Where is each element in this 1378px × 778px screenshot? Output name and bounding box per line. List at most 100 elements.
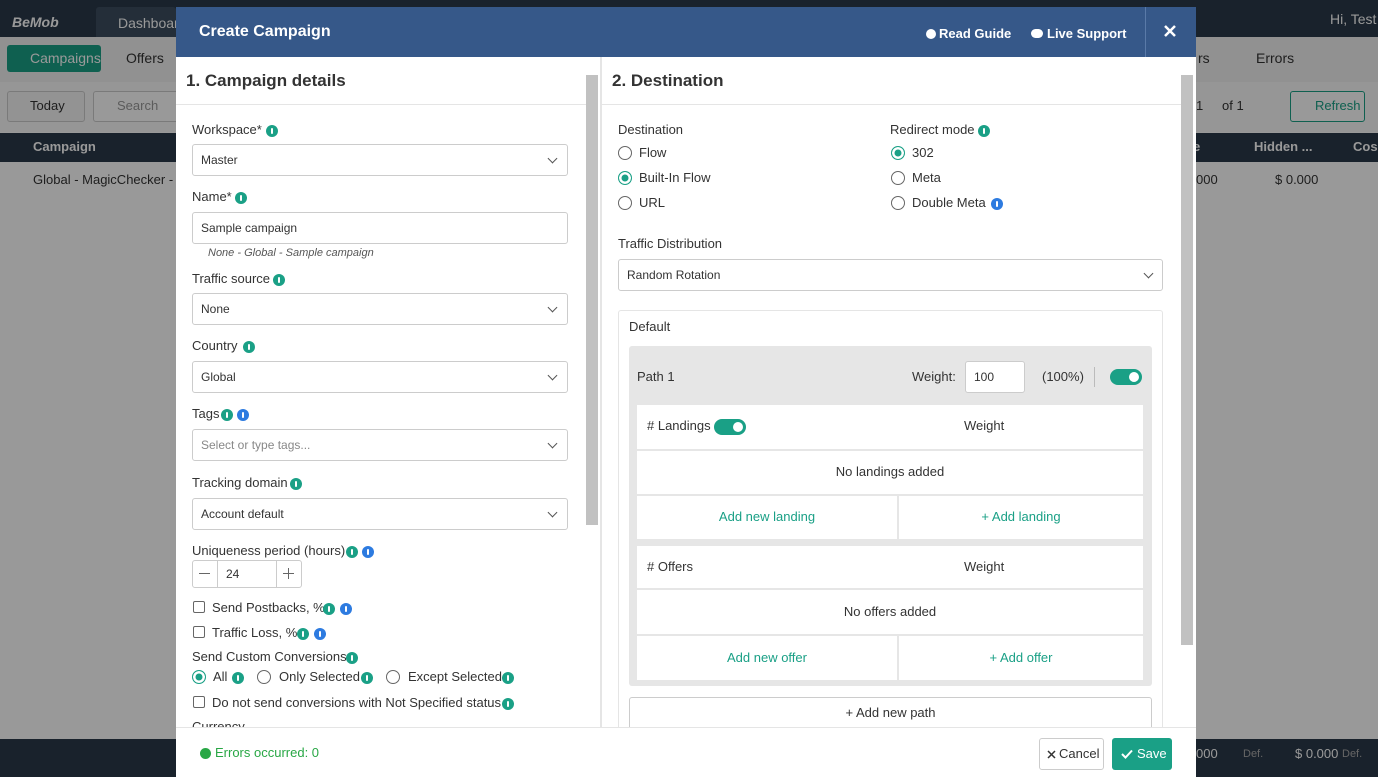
select[interactable] bbox=[192, 144, 568, 176]
radio[interactable] bbox=[386, 670, 400, 684]
scrollbar[interactable] bbox=[1181, 75, 1193, 645]
cell: 000 bbox=[1196, 172, 1218, 187]
select[interactable] bbox=[192, 361, 568, 393]
add-path[interactable]: + Add new path bbox=[845, 705, 936, 720]
tab[interactable]: Campaigns bbox=[30, 50, 101, 66]
refresh[interactable]: Refresh bbox=[1315, 98, 1361, 113]
input[interactable] bbox=[965, 361, 1025, 393]
value[interactable]: 24 bbox=[226, 567, 240, 581]
help[interactable] bbox=[290, 478, 302, 490]
input[interactable] bbox=[192, 212, 568, 244]
help[interactable] bbox=[502, 698, 514, 710]
radio-label[interactable]: Double Meta bbox=[912, 195, 986, 210]
info[interactable] bbox=[237, 409, 249, 421]
action-cell[interactable] bbox=[899, 496, 1143, 539]
nav-label[interactable]: Dashboard bbox=[118, 15, 187, 31]
help[interactable] bbox=[346, 652, 358, 664]
radio-label[interactable]: Flow bbox=[639, 145, 667, 160]
cancel-button[interactable] bbox=[1039, 738, 1104, 770]
save-button[interactable] bbox=[1112, 738, 1172, 770]
link[interactable]: Read Guide bbox=[939, 26, 1012, 41]
stepper[interactable] bbox=[192, 560, 302, 588]
radio-label[interactable]: All bbox=[213, 669, 228, 684]
info[interactable] bbox=[340, 603, 352, 615]
help[interactable] bbox=[323, 603, 335, 615]
help[interactable] bbox=[273, 274, 285, 286]
refresh-button[interactable] bbox=[1290, 91, 1365, 122]
greeting[interactable]: Hi, Test bbox=[1330, 11, 1377, 27]
tab[interactable]: rs bbox=[1198, 50, 1210, 66]
toggle[interactable] bbox=[714, 419, 746, 435]
minus[interactable] bbox=[199, 573, 210, 574]
radio[interactable] bbox=[618, 171, 632, 185]
value[interactable]: Master bbox=[201, 153, 238, 167]
tab[interactable]: Offers bbox=[126, 50, 164, 66]
radio-label[interactable]: Except Selected bbox=[408, 669, 502, 684]
date-button[interactable] bbox=[7, 91, 85, 122]
divider bbox=[602, 104, 1181, 105]
radio[interactable] bbox=[618, 146, 632, 160]
value[interactable]: 100 bbox=[974, 370, 995, 384]
info[interactable] bbox=[991, 198, 1003, 210]
save[interactable]: Save bbox=[1137, 746, 1167, 761]
tab-active[interactable] bbox=[7, 45, 101, 72]
help[interactable] bbox=[978, 125, 990, 137]
value[interactable]: Random Rotation bbox=[627, 268, 721, 282]
radio-label[interactable]: Meta bbox=[912, 170, 941, 185]
checkbox[interactable] bbox=[193, 601, 205, 613]
help[interactable] bbox=[361, 672, 373, 684]
radio[interactable] bbox=[618, 196, 632, 210]
radio-label[interactable]: Only Selected bbox=[279, 669, 360, 684]
nav-tab[interactable] bbox=[96, 7, 176, 37]
radio[interactable] bbox=[891, 171, 905, 185]
select[interactable] bbox=[192, 498, 568, 530]
value[interactable]: Sample campaign bbox=[201, 221, 298, 235]
checkbox-label[interactable]: Traffic Loss, % bbox=[212, 625, 298, 640]
value[interactable]: None bbox=[201, 302, 230, 316]
close[interactable] bbox=[1163, 24, 1177, 38]
checkbox-label[interactable]: Send Postbacks, % bbox=[212, 600, 325, 615]
help[interactable] bbox=[297, 628, 309, 640]
checkbox[interactable] bbox=[193, 626, 205, 638]
select[interactable] bbox=[192, 293, 568, 325]
radio-label[interactable]: Built-In Flow bbox=[639, 170, 711, 185]
select[interactable] bbox=[192, 429, 568, 461]
radio-label[interactable]: 302 bbox=[912, 145, 934, 160]
date[interactable]: Today bbox=[30, 98, 65, 113]
cancel[interactable]: Cancel bbox=[1059, 746, 1100, 761]
help[interactable] bbox=[235, 192, 247, 204]
help[interactable] bbox=[266, 125, 278, 137]
scrollbar[interactable] bbox=[586, 75, 598, 525]
radio[interactable] bbox=[257, 670, 271, 684]
radio[interactable] bbox=[891, 196, 905, 210]
checkbox-label[interactable]: Do not send conversions with Not Specifi… bbox=[212, 695, 502, 710]
info[interactable] bbox=[314, 628, 326, 640]
action-cell[interactable] bbox=[899, 636, 1143, 680]
tab[interactable]: Errors bbox=[1256, 50, 1295, 66]
action[interactable]: + Add landing bbox=[981, 509, 1061, 524]
info[interactable] bbox=[362, 546, 374, 558]
link[interactable]: Live Support bbox=[1047, 26, 1127, 41]
plus[interactable] bbox=[288, 568, 289, 579]
action[interactable]: Add new offer bbox=[727, 650, 807, 665]
action[interactable]: Add new landing bbox=[718, 509, 816, 524]
help[interactable] bbox=[243, 341, 255, 353]
select[interactable] bbox=[618, 259, 1163, 291]
search-box[interactable] bbox=[93, 91, 183, 122]
action-cell[interactable] bbox=[637, 636, 897, 680]
help[interactable] bbox=[346, 546, 358, 558]
help[interactable] bbox=[232, 672, 244, 684]
radio[interactable] bbox=[891, 146, 905, 160]
placeholder[interactable]: Select or type tags... bbox=[201, 438, 311, 452]
toggle[interactable] bbox=[1110, 369, 1142, 385]
radio-label[interactable]: URL bbox=[639, 195, 666, 210]
help[interactable] bbox=[221, 409, 233, 421]
value[interactable]: Global bbox=[201, 370, 236, 384]
help[interactable] bbox=[502, 672, 514, 684]
checkbox[interactable] bbox=[193, 696, 205, 708]
radio[interactable] bbox=[192, 670, 206, 684]
action[interactable]: + Add offer bbox=[989, 650, 1053, 665]
value[interactable]: Account default bbox=[201, 507, 284, 521]
action-cell[interactable] bbox=[637, 496, 897, 539]
search[interactable]: Search bbox=[117, 98, 159, 113]
